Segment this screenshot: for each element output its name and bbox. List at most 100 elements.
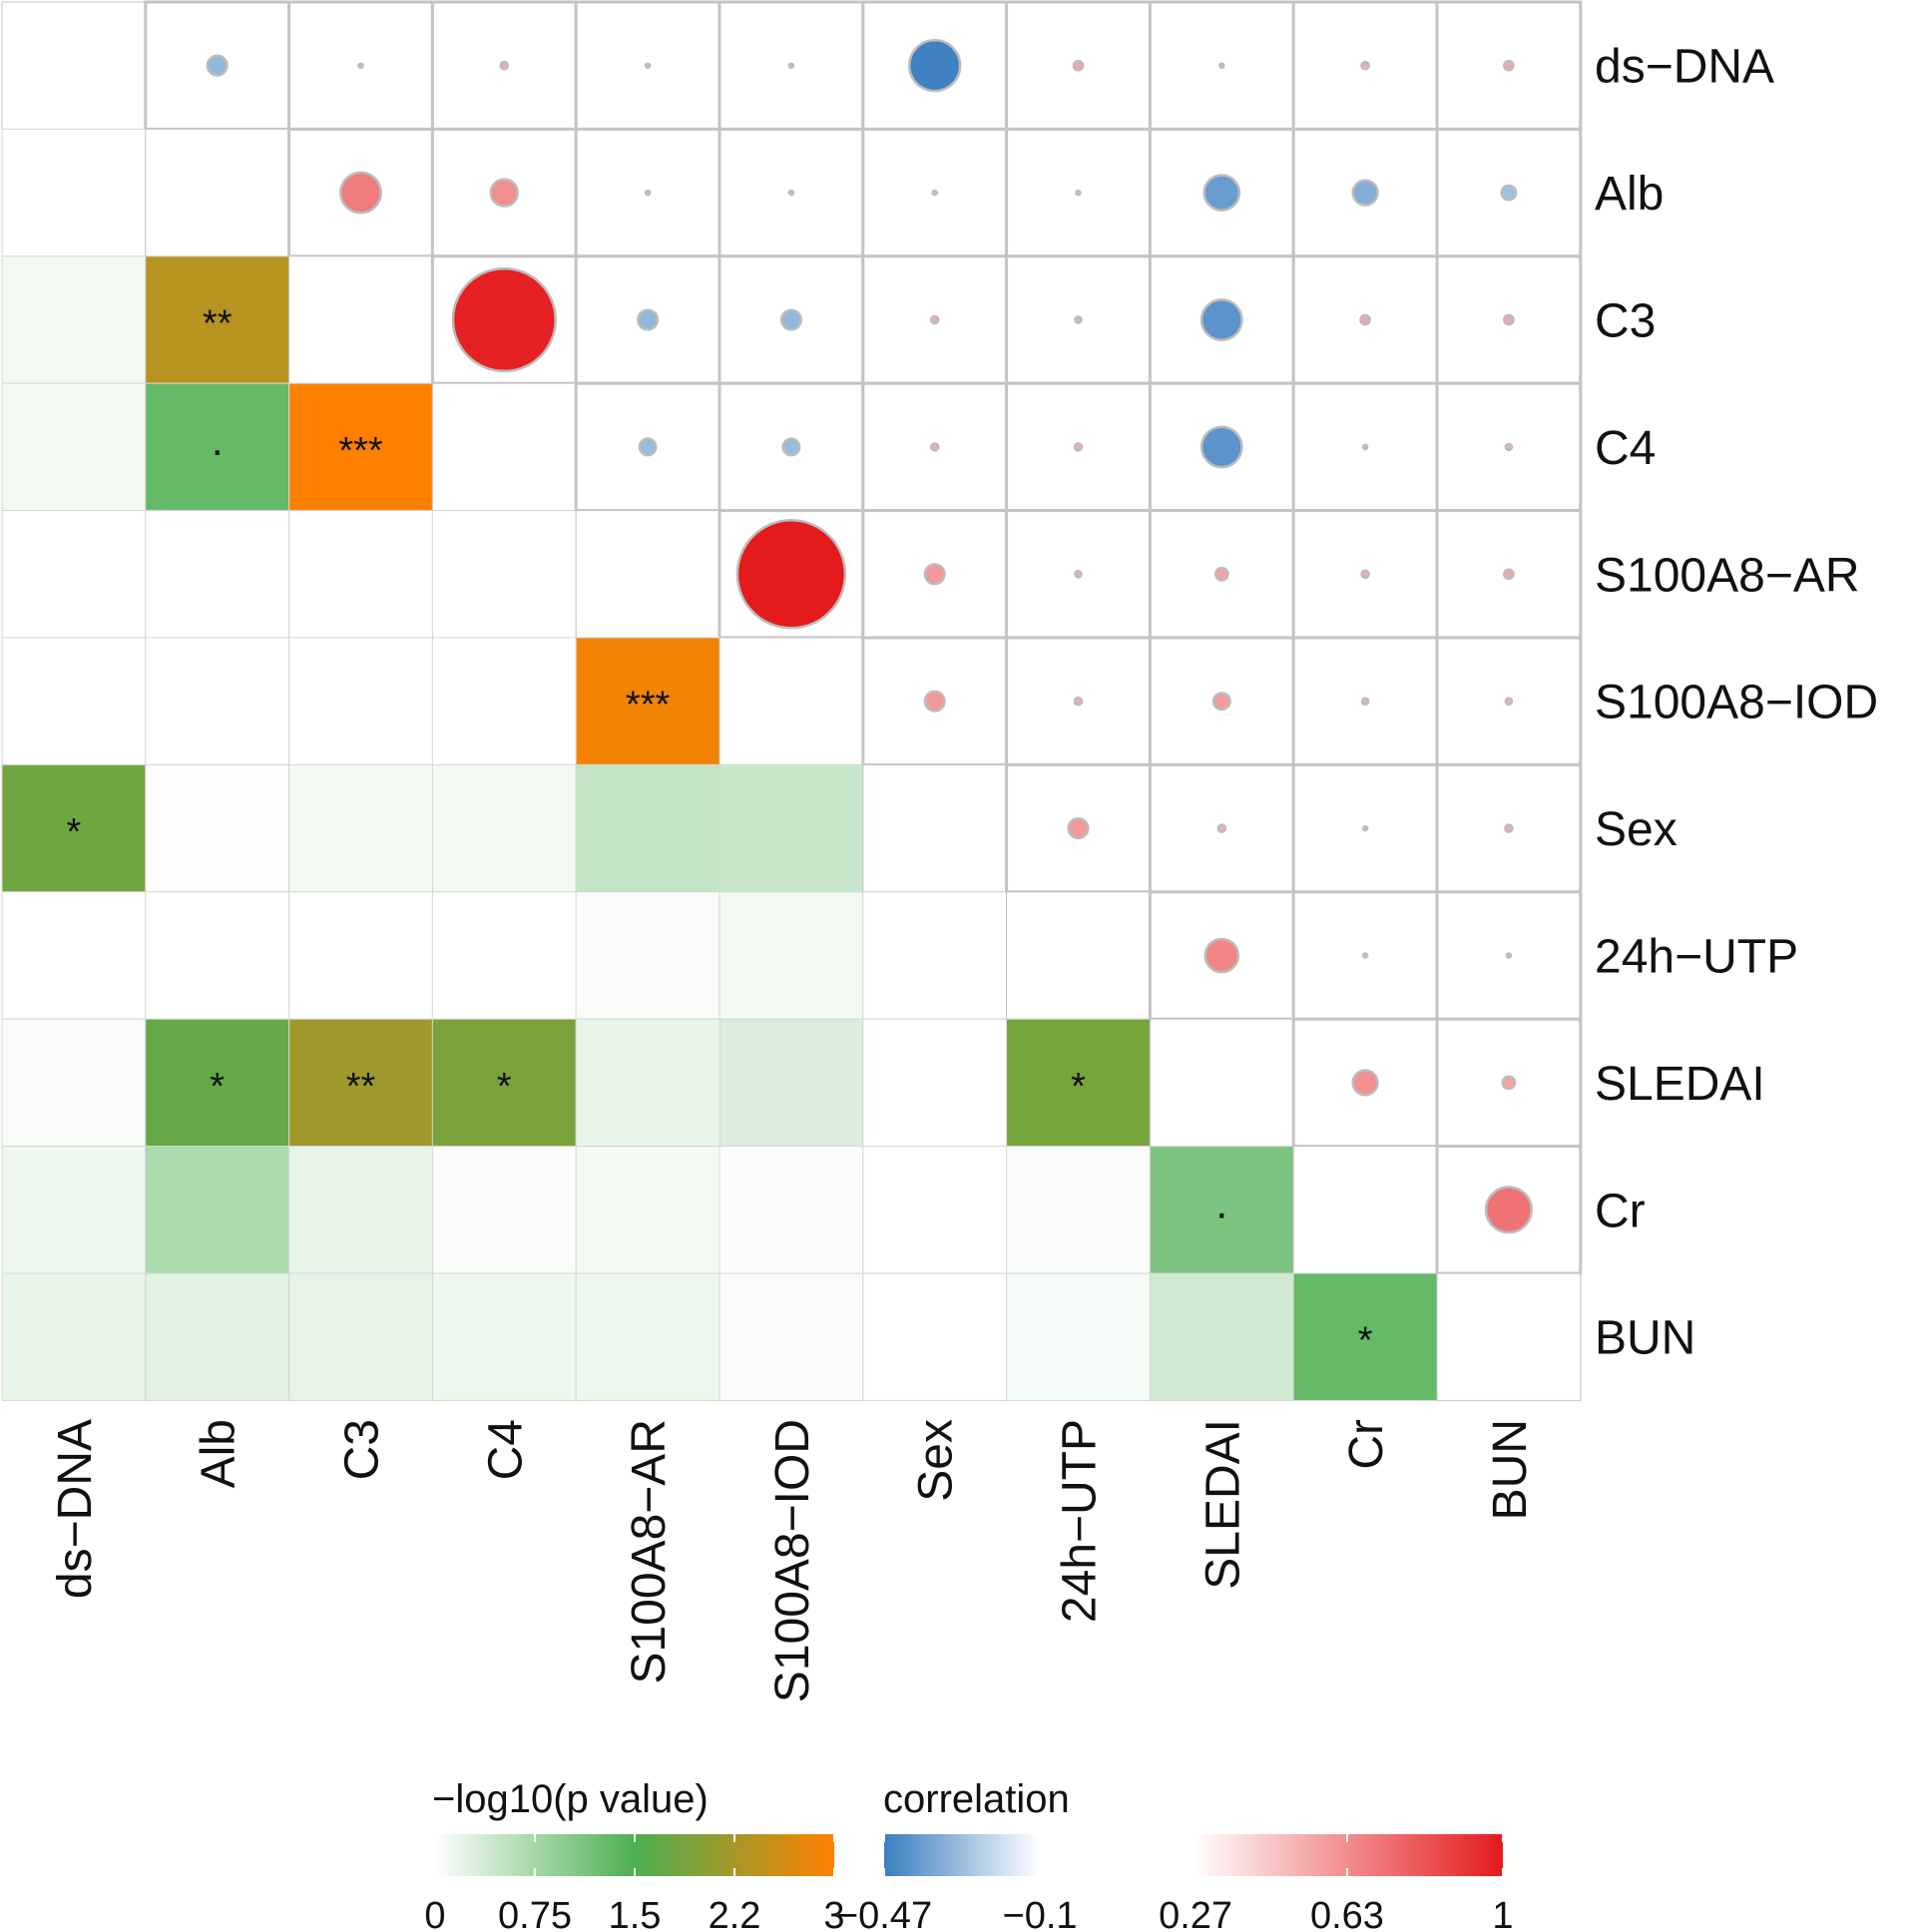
heatmap-cell-9-0	[1, 1146, 147, 1274]
correlation-circle-0-10	[1503, 59, 1515, 72]
heatmap-cell-2-1	[145, 255, 290, 384]
heatmap-cell-4-6	[861, 509, 1009, 640]
correlation-circle-5-6	[923, 690, 946, 713]
correlation-circle-4-7	[1074, 570, 1083, 579]
heatmap-cell-3-1	[145, 382, 290, 512]
heatmap-cell-10-8	[1149, 1272, 1294, 1401]
heatmap-cell-7-0	[1, 891, 147, 1020]
heatmap-cell-10-4	[575, 1272, 720, 1401]
heatmap-cell-7-2	[288, 891, 433, 1020]
column-label-5: S100A8−IOD	[766, 1419, 819, 1702]
column-label-10: BUN	[1484, 1419, 1537, 1520]
correlation-circle-5-7	[1073, 696, 1084, 707]
heatmap-cell-8-2	[288, 1018, 433, 1148]
column-label-7: 24h−UTP	[1054, 1419, 1107, 1623]
heatmap-cell-9-7	[1006, 1146, 1151, 1274]
row-labels: ds−DNA Alb C3 C4 S100A8−AR S100A8−IOD Sex 24h−U…	[1595, 41, 1878, 1365]
correlation-circle-7-10	[1505, 952, 1513, 959]
row-label-0: ds−DNA	[1595, 41, 1774, 94]
heatmap-cell-6-4	[575, 763, 720, 893]
correlation-circle-1-6	[931, 189, 938, 197]
correlation-circle-4-9	[1360, 569, 1370, 580]
correlation-circle-0-3	[499, 60, 510, 71]
heatmap-cell-6-5	[718, 763, 864, 893]
heatmap-cell-4-2	[288, 510, 433, 639]
row-label-10: BUN	[1595, 1312, 1695, 1365]
legend-pvalue-tick-label-1: 0.75	[498, 1895, 572, 1932]
correlation-circle-0-1	[206, 54, 229, 77]
correlation-circle-2-4	[637, 308, 660, 331]
significance-label-8-1: *	[210, 1066, 225, 1108]
row-label-4: S100A8−AR	[1595, 549, 1860, 602]
correlation-circle-4-6	[923, 563, 946, 586]
correlation-circle-2-5	[779, 308, 802, 331]
heatmap-cell-9-3	[431, 1146, 577, 1274]
heatmap-cell-10-3	[431, 1272, 577, 1401]
correlation-circle-2-8	[1199, 298, 1243, 341]
heatmap-cell-8-6	[862, 1018, 1008, 1148]
heatmap-cell-4-4	[575, 510, 720, 639]
correlation-circle-6-10	[1504, 823, 1514, 833]
heatmap-cell-7-5	[718, 891, 864, 1020]
row-label-3: C4	[1595, 422, 1656, 475]
significance-label-3-2: ***	[338, 430, 383, 472]
legend-pvalue-tick-label-4: 3	[823, 1895, 844, 1932]
row-label-9: Cr	[1595, 1185, 1646, 1237]
row-label-8: SLEDAI	[1595, 1058, 1765, 1111]
column-labels: ds−DNA Alb C3 C4 S100A8−AR S100A8−IOD Sex 24h−U…	[49, 1419, 1537, 1702]
correlation-circle-1-8	[1202, 174, 1241, 212]
correlation-circle-1-9	[1351, 179, 1379, 207]
significance-label-10-9: *	[1358, 1320, 1373, 1362]
correlation-circle-0-5	[787, 62, 795, 69]
correlation-circle-8-10	[1501, 1075, 1517, 1091]
correlation-circles: **. ******** ** * *.*	[67, 39, 1533, 1362]
heatmap-cell-9-5	[718, 1146, 864, 1274]
legend-pvalue-tick-label-2: 1.5	[609, 1895, 662, 1932]
correlation-circle-3-8	[1199, 425, 1243, 469]
heatmap-cell-10-7	[1006, 1272, 1151, 1401]
heatmap-cell-6-3	[431, 763, 577, 893]
correlation-circle-1-7	[1075, 189, 1082, 197]
correlation-circle-4-5	[735, 519, 847, 630]
heatmap-cell-10-9	[1292, 1272, 1438, 1401]
heatmap-cell-1-1	[145, 128, 290, 257]
correlation-circle-2-7	[1074, 315, 1083, 324]
correlation-circle-7-9	[1361, 952, 1369, 959]
heatmap-cell-4-0	[1, 510, 147, 639]
legend-pvalue: −log10(p value) 0 0.75 1.5 2.2 3	[424, 1777, 844, 1932]
correlation-circle-4-10	[1503, 568, 1515, 581]
heatmap-cell-2-4	[574, 254, 721, 385]
heatmap-cell-3-3	[431, 382, 577, 512]
column-label-4: S100A8−AR	[623, 1419, 676, 1685]
heatmap-cell-5-5	[718, 637, 864, 765]
heatmap-cells	[1, 0, 1583, 1401]
correlation-circle-4-8	[1213, 566, 1229, 582]
heatmap-cell-0-0	[1, 1, 147, 130]
correlation-circle-2-6	[929, 314, 940, 325]
heatmap-cell-10-1	[145, 1272, 290, 1401]
heatmap-cell-9-9	[1292, 1146, 1438, 1274]
row-label-6: Sex	[1595, 803, 1677, 856]
heatmap-cell-7-1	[145, 891, 290, 1020]
heatmap-cell-7-4	[575, 891, 720, 1020]
heatmap-cell-8-0	[1, 1018, 147, 1148]
row-label-5: S100A8−IOD	[1595, 677, 1878, 729]
heatmap-cell-9-8	[1149, 1146, 1294, 1274]
heatmap-cell-10-6	[862, 1272, 1008, 1401]
legend-correlation-colorbar	[884, 1834, 1503, 1876]
correlation-circle-7-8	[1203, 937, 1240, 974]
heatmap-cell-6-6	[862, 763, 1008, 893]
correlation-circle-5-10	[1504, 697, 1514, 706]
correlation-circle-3-7	[1073, 442, 1084, 452]
heatmap-cell-1-5	[718, 127, 865, 258]
legend-pvalue-tick-label-0: 0	[424, 1895, 445, 1932]
correlation-circle-3-9	[1361, 443, 1369, 451]
correlation-circle-3-6	[929, 442, 940, 452]
column-label-1: Alb	[193, 1419, 245, 1488]
row-label-2: C3	[1595, 295, 1656, 348]
heatmap-cell-8-4	[575, 1018, 720, 1148]
heatmap-cell-5-2	[288, 637, 433, 765]
heatmap-cell-6-2	[288, 763, 433, 893]
correlation-circle-0-2	[357, 62, 364, 69]
legend-correlation-tick-label-1: −0.1	[1003, 1895, 1078, 1932]
